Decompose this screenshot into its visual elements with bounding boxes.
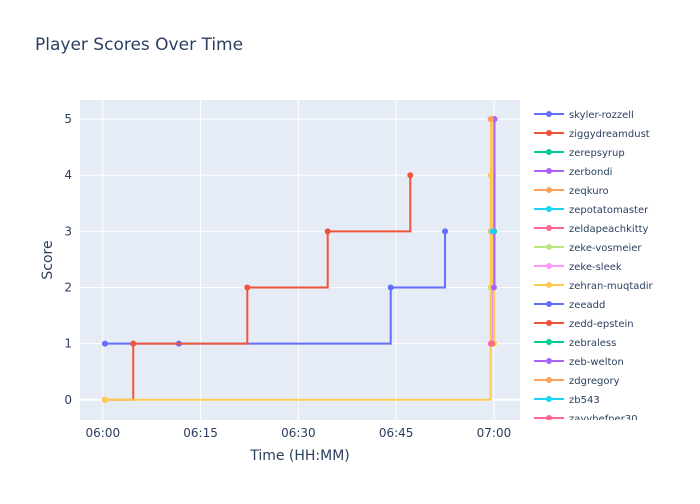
legend-label: zb543 xyxy=(569,395,600,406)
legend-marker xyxy=(546,244,552,250)
series-zb543 xyxy=(489,228,496,235)
legend-item[interactable]: ziggydreamdust xyxy=(534,129,650,140)
legend-item[interactable]: zeqkuro xyxy=(534,186,609,197)
data-point xyxy=(442,228,449,235)
legend-marker xyxy=(546,301,552,307)
data-point xyxy=(487,116,494,123)
legend-label: ziggydreamdust xyxy=(569,129,650,140)
legend-marker xyxy=(546,225,552,231)
y-tick-label: 4 xyxy=(64,168,72,182)
x-tick-label: 06:00 xyxy=(86,426,121,440)
legend-marker xyxy=(546,168,552,174)
chart-title: Player Scores Over Time xyxy=(35,35,243,55)
legend-label: zehran-muqtadir xyxy=(569,281,654,292)
data-point xyxy=(489,228,496,235)
legend-item[interactable]: zerbondi xyxy=(534,167,612,178)
legend-item[interactable]: zepotatomaster xyxy=(534,205,649,216)
legend-marker xyxy=(546,130,552,136)
legend-item[interactable]: zeldapeachkitty xyxy=(534,224,649,235)
legend-item[interactable]: zayyhefner30 xyxy=(534,414,638,425)
x-tick-label: 06:15 xyxy=(183,426,218,440)
legend-item[interactable]: skyler-rozzell xyxy=(534,110,634,121)
x-axis-label: Time (HH:MM) xyxy=(249,448,350,464)
legend-item[interactable]: zerepsyrup xyxy=(534,148,625,159)
legend-marker xyxy=(546,396,552,402)
data-point xyxy=(324,228,331,235)
data-point xyxy=(488,340,495,347)
legend-marker xyxy=(546,282,552,288)
series-line xyxy=(493,119,496,289)
legend-item[interactable]: zeeadd xyxy=(534,300,605,311)
legend-label: zeke-vosmeier xyxy=(569,243,642,254)
legend-marker xyxy=(546,320,552,326)
legend-label: zeb-welton xyxy=(569,357,624,368)
legend-item[interactable]: zdgregory xyxy=(534,376,620,387)
legend-label: zebraless xyxy=(569,338,616,349)
y-tick-label: 3 xyxy=(64,224,72,238)
legend-label: skyler-rozzell xyxy=(569,110,634,121)
legend-marker xyxy=(546,149,552,155)
legend-label: zeqkuro xyxy=(569,186,609,197)
legend-label: zepotatomaster xyxy=(569,205,649,216)
data-point xyxy=(407,172,414,179)
legend-item[interactable]: zedd-epstein xyxy=(534,319,634,330)
x-tick-label: 07:00 xyxy=(477,426,512,440)
legend-label: zerbondi xyxy=(569,167,612,178)
data-point xyxy=(130,340,137,347)
y-tick-label: 2 xyxy=(64,281,72,295)
legend-item[interactable]: zehran-muqtadir xyxy=(534,281,654,292)
data-point xyxy=(487,172,494,179)
legend-item[interactable]: zeke-vosmeier xyxy=(534,243,642,254)
legend-label: zdgregory xyxy=(569,376,620,387)
legend-label: zerepsyrup xyxy=(569,148,625,159)
legend-marker xyxy=(546,377,552,383)
data-point xyxy=(490,284,497,291)
legend-item[interactable]: zeke-sleek xyxy=(534,262,622,273)
x-tick-label: 06:30 xyxy=(281,426,316,440)
series-zdgregory xyxy=(487,116,494,123)
data-point xyxy=(101,396,108,403)
data-point xyxy=(387,284,394,291)
legend-label: zeke-sleek xyxy=(569,262,622,273)
legend-marker xyxy=(546,111,552,117)
legend-item[interactable]: zb543 xyxy=(534,395,600,406)
data-point xyxy=(101,340,108,347)
y-tick-label: 0 xyxy=(64,393,72,407)
legend-marker xyxy=(546,415,552,420)
legend-marker xyxy=(546,339,552,345)
plot-area xyxy=(80,100,520,420)
data-point xyxy=(244,284,251,291)
legend-label: zeeadd xyxy=(569,300,605,311)
x-tick-label: 06:45 xyxy=(379,426,414,440)
y-tick-label: 1 xyxy=(64,337,72,351)
y-axis-label: Score xyxy=(40,240,56,279)
legend-label: zayyhefner30 xyxy=(569,414,638,425)
legend-label: zeldapeachkitty xyxy=(569,224,649,235)
legend-marker xyxy=(546,187,552,193)
legend-item[interactable]: zeb-welton xyxy=(534,357,624,368)
legend-label: zedd-epstein xyxy=(569,319,634,330)
legend-marker xyxy=(546,206,552,212)
legend-marker xyxy=(546,358,552,364)
legend-marker xyxy=(546,263,552,269)
y-tick-label: 5 xyxy=(64,112,72,126)
series-zayyhefner30 xyxy=(488,340,495,347)
legend-item[interactable]: zebraless xyxy=(534,338,616,349)
